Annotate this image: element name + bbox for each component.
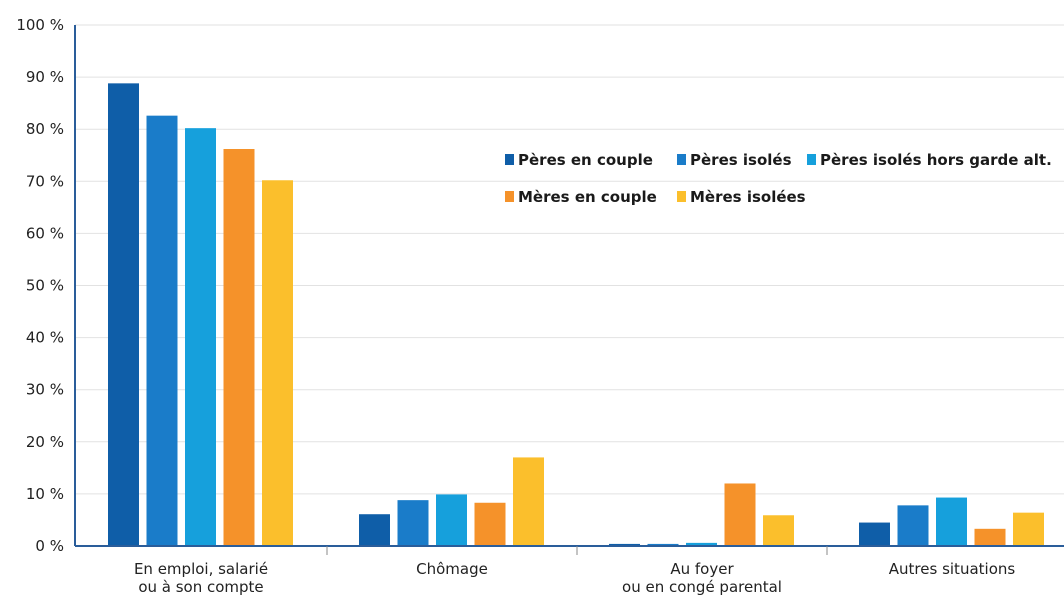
y-tick-label: 80 % [26, 120, 64, 138]
bar [974, 528, 1006, 546]
category-label: Au foyer [670, 560, 734, 578]
bar [223, 148, 255, 547]
bar [108, 83, 139, 547]
bar [146, 115, 178, 547]
gridlines [75, 24, 1064, 495]
y-tick-label: 10 % [26, 485, 64, 503]
bar [513, 457, 544, 546]
y-tick-label: 70 % [26, 172, 64, 190]
y-tick-label: 40 % [26, 329, 64, 347]
legend-swatch [677, 154, 686, 165]
legend-label: Pères isolés [690, 151, 792, 169]
bar [724, 483, 756, 546]
category-label: Autres situations [889, 560, 1016, 578]
bar [763, 515, 794, 546]
bar [1013, 512, 1044, 546]
axes [74, 25, 1064, 555]
legend-label: Pères isolés hors garde alt. [820, 151, 1052, 169]
y-tick-label: 60 % [26, 224, 64, 242]
bar [474, 502, 506, 546]
y-tick-labels: 0 % 10 % 20 % 30 % 40 % 50 % 60 % 70 % 80 % 90 % 1… [16, 16, 64, 555]
bar [609, 543, 640, 546]
bars [108, 83, 1044, 547]
y-tick-label: 20 % [26, 433, 64, 451]
bar [185, 128, 216, 546]
legend-label: Mères isolées [690, 188, 806, 206]
category-label: ou en congé parental [622, 578, 782, 596]
bar [262, 180, 293, 546]
bar [436, 494, 467, 546]
bar [936, 497, 967, 546]
legend-swatch [505, 191, 514, 202]
y-tick-label: 50 % [26, 277, 64, 295]
bar [897, 505, 929, 546]
legend: Pères en couple Pères isolés Pères isolés … [505, 151, 1052, 206]
bar [686, 542, 717, 546]
category-label: ou à son compte [138, 578, 263, 596]
bar [359, 514, 390, 546]
legend-swatch [505, 154, 514, 165]
category-label: En emploi, salarié [134, 560, 268, 578]
legend-swatch [677, 191, 686, 202]
legend-swatch [807, 154, 816, 165]
bar [397, 500, 429, 546]
y-tick-label: 100 % [16, 16, 64, 34]
y-tick-label: 30 % [26, 381, 64, 399]
bar [859, 522, 890, 546]
bar [647, 543, 679, 546]
y-tick-label: 0 % [35, 537, 64, 555]
legend-label: Pères en couple [518, 151, 653, 169]
category-label: Chômage [416, 560, 488, 578]
y-tick-label: 90 % [26, 68, 64, 86]
legend-label: Mères en couple [518, 188, 657, 206]
